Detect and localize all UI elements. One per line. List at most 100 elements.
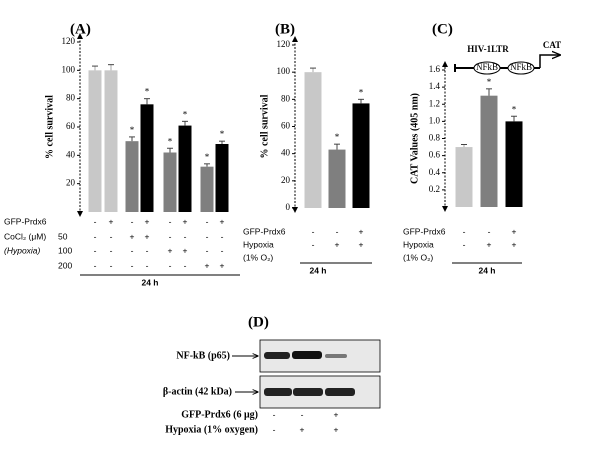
band	[325, 388, 355, 396]
y-tick-label: 100	[62, 64, 76, 74]
condition-label: Hypoxia	[403, 239, 434, 249]
condition-mark: -	[336, 226, 339, 236]
condition-mark: -	[94, 260, 97, 270]
inset-label: HIV-1LTR	[467, 44, 509, 54]
blot-condition-label: GFP-Prdx6 (6 μg)	[181, 409, 258, 420]
condition-mark: +	[359, 226, 364, 236]
significance: *	[335, 132, 340, 142]
band	[325, 354, 347, 358]
condition-mark: -	[488, 226, 491, 236]
condition-note: (1% O₂)	[403, 252, 433, 262]
y-tick-label: 60	[66, 121, 76, 131]
condition-mark: -	[110, 231, 113, 241]
y-tick-label: 120	[62, 36, 76, 46]
bar	[88, 70, 102, 212]
y-tick-label: 0.2	[429, 184, 440, 194]
condition-mark: +	[145, 216, 150, 226]
y-tick-label: 1.2	[429, 98, 440, 108]
bar	[125, 141, 139, 212]
panel-title: (B)	[275, 21, 295, 37]
y-tick-label: 1.4	[429, 81, 441, 91]
site-label: NFkB	[476, 62, 498, 72]
condition-mark: -	[94, 245, 97, 255]
band-label: β-actin (42 kDa)	[163, 386, 232, 397]
y-tick-label: 40	[281, 148, 291, 158]
condition-mark: -	[131, 245, 134, 255]
condition-mark: -	[206, 245, 209, 255]
y-tick-label: 1.6	[429, 64, 441, 74]
condition-mark: -	[146, 260, 149, 270]
condition-mark: +	[130, 231, 135, 241]
significance: *	[487, 77, 492, 87]
significance: *	[168, 136, 173, 146]
condition-mark: -	[146, 245, 149, 255]
bar	[104, 70, 118, 212]
condition-label: GFP-Prdx6	[4, 216, 47, 226]
condition-mark: -	[169, 260, 172, 270]
bar	[200, 166, 214, 212]
condition-mark: -	[131, 216, 134, 226]
time-label: 24 h	[309, 265, 326, 275]
blot-title: (D)	[248, 314, 269, 330]
condition-mark: -	[206, 216, 209, 226]
band	[292, 351, 322, 359]
condition-dose: 100	[58, 245, 72, 255]
condition-mark: -	[94, 231, 97, 241]
condition-mark: +	[512, 226, 517, 236]
condition-mark: -	[312, 239, 315, 249]
condition-mark: -	[169, 216, 172, 226]
condition-mark: +	[205, 260, 210, 270]
condition-label: CoCl₂ (μM)	[4, 231, 46, 241]
time-label: 24 h	[478, 265, 495, 275]
band	[264, 388, 292, 396]
condition-label: Hypoxia	[243, 239, 274, 249]
condition-mark: -	[110, 245, 113, 255]
condition-mark: +	[220, 260, 225, 270]
condition-label: GFP-Prdx6	[403, 226, 446, 236]
bar	[480, 95, 498, 207]
panel-title: (C)	[432, 21, 453, 37]
bar	[328, 149, 346, 208]
site-label: NFkB	[510, 62, 532, 72]
reporter-label: CAT	[543, 40, 561, 50]
blot-condition-mark: -	[273, 424, 276, 434]
condition-mark: -	[94, 216, 97, 226]
significance: *	[220, 129, 225, 139]
y-tick-label: 60	[281, 121, 291, 131]
condition-dose: 50	[58, 231, 68, 241]
condition-mark: +	[359, 239, 364, 249]
condition-mark: -	[206, 231, 209, 241]
bar	[163, 152, 177, 212]
significance: *	[130, 125, 135, 135]
condition-mark: -	[221, 231, 224, 241]
condition-mark: -	[169, 231, 172, 241]
significance: *	[205, 152, 210, 162]
y-tick-label: 40	[66, 149, 76, 159]
condition-mark: -	[221, 245, 224, 255]
blot-condition-mark: -	[273, 409, 276, 419]
blot-condition-mark: +	[334, 409, 339, 419]
y-axis-label: % cell survival	[44, 95, 55, 159]
y-tick-label: 1.0	[429, 115, 441, 125]
time-label: 24 h	[141, 277, 158, 287]
bar	[215, 144, 229, 212]
blot-condition-mark: +	[300, 424, 305, 434]
condition-mark: -	[184, 231, 187, 241]
condition-label: GFP-Prdx6	[243, 226, 286, 236]
band	[293, 388, 323, 396]
condition-note: (1% O₂)	[243, 252, 273, 262]
y-tick-label: 0.4	[429, 167, 441, 177]
y-tick-label: 0.8	[429, 133, 441, 143]
condition-mark: -	[110, 260, 113, 270]
bar	[352, 103, 370, 208]
bar	[455, 147, 473, 207]
y-tick-label: 0.6	[429, 150, 441, 160]
tss-arrow	[539, 55, 560, 68]
condition-mark: +	[335, 239, 340, 249]
y-tick-label: 80	[66, 93, 76, 103]
condition-label: (Hypoxia)	[4, 245, 41, 255]
band-label: NF-kB (p65)	[176, 350, 230, 361]
band	[264, 352, 290, 359]
bar	[140, 104, 154, 212]
